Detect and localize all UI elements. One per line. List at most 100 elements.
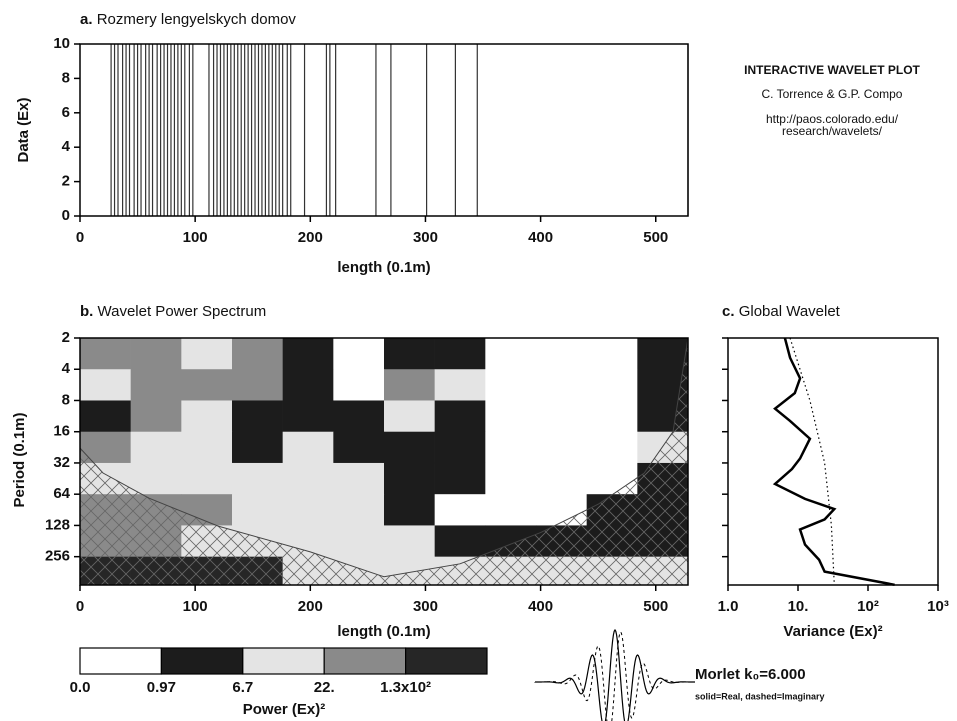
power-cell: [434, 462, 486, 495]
y-tick-label: 10: [53, 35, 70, 52]
y-tick-label: 8: [62, 69, 70, 86]
power-cell: [434, 431, 486, 464]
x-tick-label: 300: [413, 229, 438, 246]
y-axis-label: Data (Ex): [15, 97, 32, 162]
power-cell: [282, 338, 334, 370]
panel-title: b. Wavelet Power Spectrum: [80, 303, 266, 320]
x-axis-label: length (0.1m): [337, 623, 430, 640]
colorbar-label: 1.3x10²: [380, 679, 431, 696]
power-cell: [586, 400, 638, 433]
colorbar-label: Power (Ex)²: [243, 701, 326, 718]
power-cell: [181, 338, 233, 370]
plot-frame: [79, 337, 689, 586]
morlet-label: Morlet k₀=6.000: [695, 666, 806, 683]
power-cell: [130, 338, 182, 370]
power-cell: [485, 431, 537, 464]
credits-url: http://paos.colorado.edu/: [766, 112, 899, 126]
power-cell: [333, 525, 385, 557]
power-cell: [181, 369, 233, 401]
panel-label: c.: [722, 303, 735, 320]
power-cell: [282, 431, 334, 464]
power-cell: [333, 494, 385, 526]
power-cell: [637, 338, 689, 370]
y-axis-label: Period (0.1m): [11, 412, 28, 507]
power-cell: [333, 400, 385, 433]
power-cell: [232, 338, 283, 370]
y-tick-label: 2: [62, 173, 70, 190]
x-axis-label: length (0.1m): [337, 259, 430, 276]
power-cell: [232, 369, 283, 401]
x-tick-label: 10³: [927, 598, 949, 615]
x-axis-label: Variance (Ex)²: [783, 623, 882, 640]
power-cell: [536, 462, 587, 495]
power-cell: [384, 400, 435, 433]
power-cell: [586, 431, 638, 464]
x-tick-label: 100: [183, 229, 208, 246]
x-tick-label: 400: [528, 229, 553, 246]
power-cell: [282, 462, 334, 495]
power-cell: [536, 400, 587, 433]
credits-url: research/wavelets/: [782, 124, 883, 138]
power-cell: [232, 431, 283, 464]
plot-frame: [727, 337, 939, 586]
y-tick-label: 128: [45, 516, 70, 533]
colorbar-label: 6.7: [232, 679, 253, 696]
colorbar-label: 0.97: [147, 679, 176, 696]
panel-title: c. Global Wavelet: [722, 303, 841, 320]
power-cell: [130, 369, 182, 401]
power-cell: [80, 338, 131, 370]
power-cell: [434, 400, 486, 433]
cone-of-influence: [79, 337, 689, 586]
global-wavelet-line: [789, 337, 835, 585]
y-tick-label: 2: [62, 329, 70, 346]
y-tick-label: 16: [53, 423, 70, 440]
x-tick-label: 200: [298, 598, 323, 615]
power-cell: [485, 400, 537, 433]
power-cell: [181, 400, 233, 433]
power-cell: [282, 494, 334, 526]
y-tick-label: 6: [62, 104, 70, 121]
power-cell: [434, 525, 486, 557]
power-cell: [384, 494, 435, 526]
power-cell: [536, 369, 587, 401]
power-cell: [232, 400, 283, 433]
power-cell: [434, 494, 486, 526]
colorbar-box: [160, 647, 244, 675]
x-tick-label: 200: [298, 229, 323, 246]
x-tick-label: 0: [76, 229, 84, 246]
credits: INTERACTIVE WAVELET PLOT C. Torrence & G…: [744, 63, 920, 138]
x-tick-label: 500: [643, 229, 668, 246]
global-wavelet-line: [772, 337, 895, 587]
x-tick-label: 10²: [857, 598, 879, 615]
power-cell: [333, 431, 385, 464]
x-tick-label: 100: [183, 598, 208, 615]
colorbar-box: [323, 647, 407, 675]
power-cell: [485, 338, 537, 370]
x-tick-label: 0: [76, 598, 84, 615]
power-cell: [384, 462, 435, 495]
power-cell: [586, 338, 638, 370]
panel-title: a. Rozmery lengyelskych domov: [80, 11, 296, 28]
power-cell: [130, 431, 182, 464]
power-cell: [384, 431, 435, 464]
power-cell: [181, 431, 233, 464]
power-cell: [485, 462, 537, 495]
power-cell: [434, 369, 486, 401]
y-tick-label: 0: [62, 207, 70, 224]
power-cell: [282, 369, 334, 401]
power-cell: [384, 338, 435, 370]
power-cell: [181, 462, 233, 495]
x-tick-label: 1.0: [718, 598, 739, 615]
y-tick-label: 4: [62, 360, 71, 377]
power-cell: [333, 338, 385, 370]
power-cell: [586, 369, 638, 401]
y-tick-label: 4: [62, 138, 71, 155]
y-tick-label: 256: [45, 548, 70, 565]
power-cell: [536, 338, 587, 370]
y-tick-label: 32: [53, 454, 70, 471]
title: Rozmery lengyelskych domov: [97, 11, 297, 28]
x-tick-label: 10.: [788, 598, 809, 615]
panel-label: a.: [80, 11, 93, 28]
power-cell: [130, 400, 182, 433]
power-cell: [333, 462, 385, 495]
